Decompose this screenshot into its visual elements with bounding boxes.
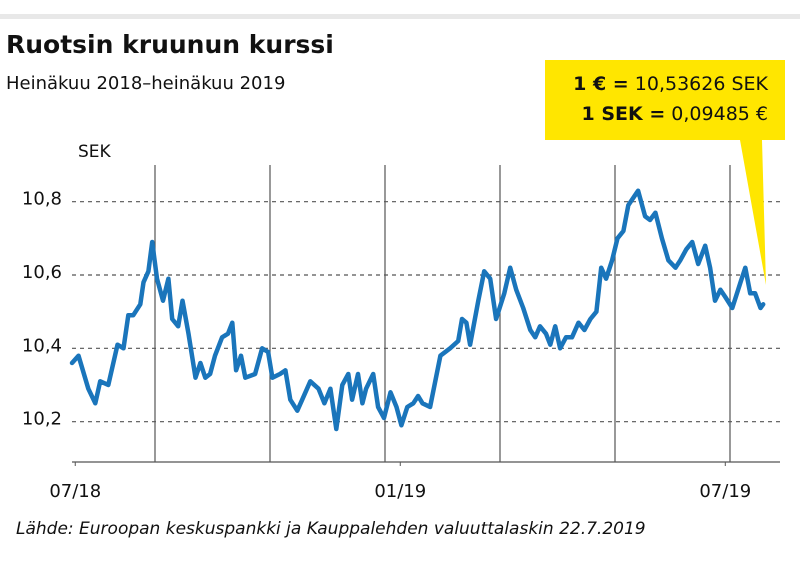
callout-label: 1 € = bbox=[573, 73, 629, 95]
y-tick-label: 10,6 bbox=[22, 262, 62, 283]
callout-label: 1 SEK = bbox=[581, 103, 665, 125]
x-tick-label: 07/19 bbox=[699, 481, 751, 502]
chart-title: Ruotsin kruunun kurssi bbox=[6, 30, 334, 59]
plot: 10,2 10,4 10,6 10,8 07/18 01/19 07/19 bbox=[22, 188, 780, 502]
y-axis-label: SEK bbox=[78, 142, 112, 162]
top-bar bbox=[0, 14, 800, 19]
y-tick-label: 10,2 bbox=[22, 409, 62, 430]
callout-text: 0,09485 € bbox=[671, 103, 768, 125]
line-series bbox=[69, 188, 766, 432]
x-tick-label: 07/18 bbox=[49, 481, 101, 502]
callout-text: 10,53626 SEK bbox=[635, 73, 769, 95]
chart-subtitle: Heinäkuu 2018–heinäkuu 2019 bbox=[6, 73, 285, 94]
vertical-grid bbox=[154, 165, 731, 462]
y-tick-label: 10,4 bbox=[22, 335, 62, 356]
y-tick-label: 10,8 bbox=[22, 189, 62, 210]
source: Lähde: Euroopan keskuspankki ja Kauppale… bbox=[16, 519, 646, 539]
callout-line: 1 SEK = 0,09485 € bbox=[581, 103, 768, 125]
x-tick-label: 01/19 bbox=[374, 481, 426, 502]
callout-box bbox=[545, 60, 785, 285]
callout-line: 1 € = 10,53626 SEK bbox=[573, 73, 768, 95]
